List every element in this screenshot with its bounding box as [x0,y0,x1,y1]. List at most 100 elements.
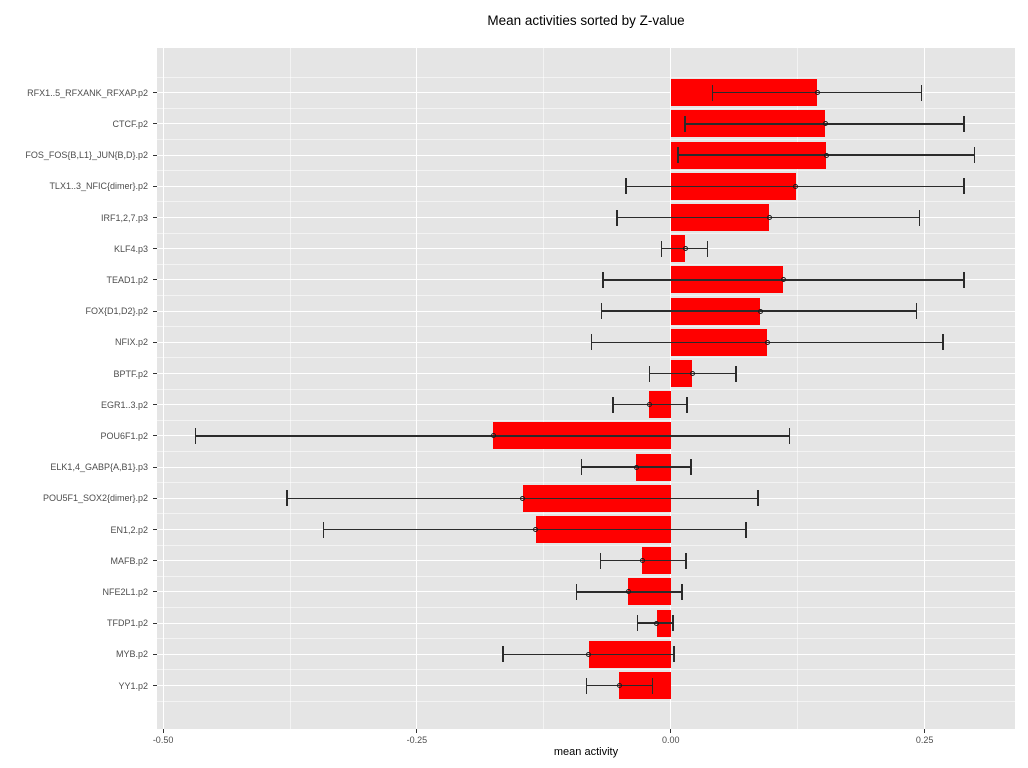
error-bar-cap [963,178,965,195]
y-axis-label: EGR1..3.p2 [100,399,148,410]
gridline-horizontal-minor [157,76,1015,78]
error-bar-cap [973,147,976,164]
y-axis-label: IRF1,2,7.p3 [100,212,148,223]
error-bar-cap [918,209,921,226]
mean-point [793,183,799,189]
x-axis-tick-label: 0.25 [915,735,934,745]
gridline-horizontal-minor [157,326,1015,328]
y-axis-tick [153,341,157,343]
error-bar-cap [322,521,325,538]
y-axis-label: MAFB.p2 [110,555,148,566]
y-axis-label: NFE2L1.p2 [102,586,148,597]
y-axis-label: NFIX.p2 [114,337,148,348]
gridline-horizontal-minor [157,263,1015,265]
error-bar-cap [942,334,944,351]
y-axis-tick [153,653,157,655]
y-axis-label: ELK1,4_GABP{A,B1}.p3 [50,462,148,473]
y-axis-label: POU5F1_SOX2{dimer}.p2 [42,493,148,504]
y-axis-label: CTCF.p2 [112,118,148,129]
error-bar-cap [502,646,504,663]
error-bar-cap [711,84,714,101]
gridline-horizontal-major [157,185,1015,187]
y-axis-tick [153,435,157,437]
gridline-vertical-major [416,48,418,729]
error-bar-cap [681,583,683,600]
mean-point [633,464,639,470]
y-axis-label: KLF4.p3 [113,243,148,254]
y-axis-label: EN1,2.p2 [110,524,148,535]
gridline-horizontal-major [157,248,1015,250]
x-axis-tick-label: 0.00 [662,735,680,745]
y-axis-tick [153,622,157,624]
gridline-vertical-major [924,48,926,729]
error-bar-cap [735,365,737,382]
error-bar-cap [963,271,965,288]
error-bar-cap [651,677,654,694]
gridline-horizontal-minor [157,232,1015,234]
chart-title: Mean activities sorted by Z-value [487,13,685,28]
gridline-horizontal-major [157,123,1015,125]
x-axis-tick-label: -0.25 [406,735,428,745]
mean-point [757,308,763,314]
y-axis-label: TEAD1.p2 [106,274,148,285]
error-bar-cap [685,552,687,569]
mean-point [490,433,496,439]
gridline-horizontal-minor [157,139,1015,140]
mean-point [814,90,820,96]
mean-point [823,152,829,158]
error-bar-cap [612,396,614,413]
gridline-horizontal-major [157,404,1015,406]
y-axis-label: FOX{D1,D2}.p2 [85,306,148,317]
error-bar-cap [585,677,588,694]
error-bar-cap [915,303,918,320]
error-bar-cap [194,427,197,444]
gridline-horizontal-minor [157,295,1015,296]
gridline-horizontal-minor [157,575,1015,577]
error-bar-cap [672,615,674,632]
gridline-vertical-minor [797,48,799,729]
mean-point [586,651,592,657]
y-axis-label: YY1.p2 [118,680,148,691]
mean-point [520,495,526,501]
error-bar-cap [706,240,709,257]
gridline-horizontal-major [157,622,1015,624]
gridline-horizontal-minor [157,482,1015,484]
y-axis-tick [153,529,157,530]
mean-point [689,371,695,376]
y-axis-tick [153,154,157,156]
gridline-vertical-minor [543,48,545,729]
error-bar-cap [684,115,686,132]
x-axis-tick [670,729,672,733]
gridline-horizontal-minor [157,107,1015,109]
error-bar-cap [745,521,747,538]
mean-point [654,620,660,626]
gridline-horizontal-minor [157,419,1015,421]
x-axis-title: mean activity [553,746,619,758]
y-axis-tick [153,466,157,468]
error-bar-cap [602,271,604,288]
error-bar-cap [757,490,759,507]
y-axis-tick [153,591,157,593]
gridline-vertical-minor [289,48,291,729]
error-bar-cap [920,84,923,101]
y-axis-tick [153,404,157,406]
y-axis-label: TLX1..3_NFIC{dimer}.p2 [49,181,148,192]
gridline-horizontal-major [157,310,1015,312]
plot-panel [157,48,1015,729]
error-bar-cap [677,147,679,164]
y-axis-tick [153,92,157,94]
y-axis-tick [153,373,157,374]
gridline-horizontal-minor [157,170,1015,172]
y-axis-label: MYB.p2 [115,649,148,660]
x-axis-tick-label: -0.50 [152,735,174,745]
y-axis-tick [153,310,157,312]
error-bar-cap [660,240,663,257]
y-axis-tick [153,279,157,281]
y-axis-tick [153,560,157,562]
mean-point [533,527,539,532]
mean-point [764,339,770,345]
error-bar-cap [636,615,639,632]
error-bar-cap [575,583,578,600]
error-bar-cap [648,365,651,382]
